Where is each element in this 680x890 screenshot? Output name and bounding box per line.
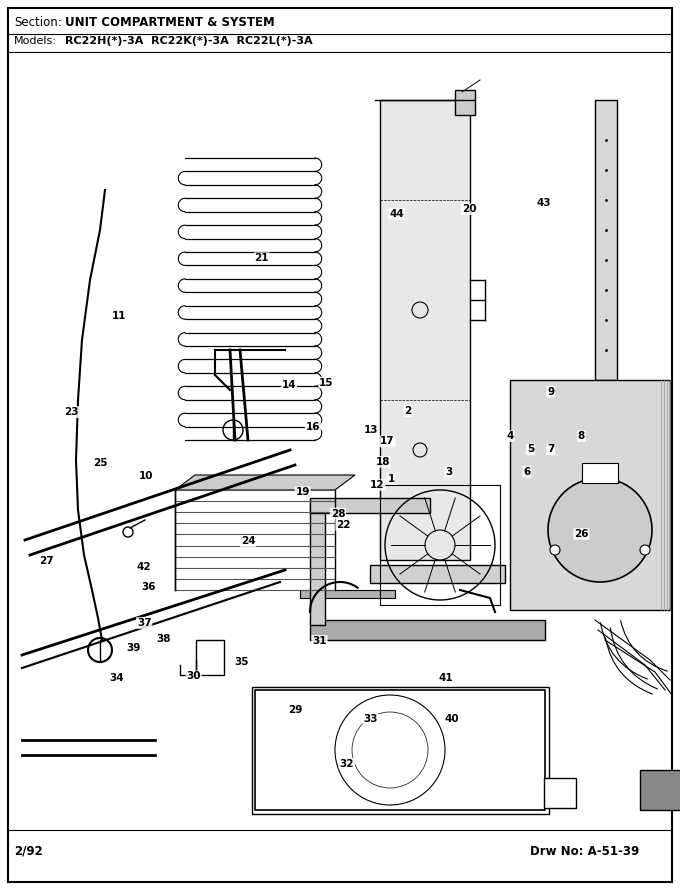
Text: 25: 25 [93, 457, 108, 468]
Bar [310, 500, 325, 625]
Text: 16: 16 [305, 422, 320, 433]
Text: Drw No: A-51-39: Drw No: A-51-39 [530, 845, 639, 858]
Text: Section:: Section: [14, 16, 62, 29]
Text: 18: 18 [375, 457, 390, 467]
Text: 43: 43 [537, 198, 551, 208]
Bar [255, 690, 545, 810]
Text: 12: 12 [370, 480, 385, 490]
Bar [196, 640, 224, 675]
Text: 1: 1 [388, 473, 394, 484]
Text: 39: 39 [126, 643, 141, 653]
Text: 8: 8 [578, 431, 585, 441]
Bar [310, 620, 545, 640]
Text: 42: 42 [137, 562, 152, 572]
Circle shape [548, 478, 652, 582]
Bar [595, 100, 617, 380]
Text: 2: 2 [405, 406, 411, 417]
Text: 19: 19 [295, 487, 310, 498]
Text: 4: 4 [507, 431, 513, 441]
Text: 28: 28 [330, 508, 345, 519]
Text: 23: 23 [64, 407, 79, 417]
Text: Models:: Models: [14, 36, 57, 46]
Text: 2/92: 2/92 [14, 845, 43, 858]
Bar [544, 778, 576, 808]
Polygon shape [175, 475, 355, 490]
Bar [582, 463, 618, 483]
Circle shape [640, 545, 650, 555]
Text: 17: 17 [380, 436, 395, 447]
Text: RC22H(*)-3A  RC22K(*)-3A  RC22L(*)-3A: RC22H(*)-3A RC22K(*)-3A RC22L(*)-3A [65, 36, 313, 46]
Text: 14: 14 [282, 380, 296, 391]
Text: UNIT COMPARTMENT & SYSTEM: UNIT COMPARTMENT & SYSTEM [65, 16, 275, 29]
Text: 27: 27 [39, 555, 54, 566]
Text: 6: 6 [524, 466, 530, 477]
Bar [510, 380, 670, 610]
Text: 29: 29 [288, 705, 303, 716]
Text: 9: 9 [547, 386, 554, 397]
Circle shape [550, 545, 560, 555]
Text: 15: 15 [319, 377, 334, 388]
Bar [455, 90, 475, 115]
Bar [310, 498, 430, 513]
Text: 26: 26 [574, 529, 589, 539]
Bar [300, 590, 395, 598]
Text: 37: 37 [137, 618, 152, 628]
Bar [380, 485, 500, 605]
Text: 13: 13 [363, 425, 378, 435]
Text: 30: 30 [186, 671, 201, 682]
Bar [640, 770, 680, 810]
Text: 21: 21 [254, 253, 269, 263]
Text: 32: 32 [339, 758, 354, 769]
Text: 24: 24 [241, 536, 256, 546]
Bar [380, 100, 470, 560]
Text: 10: 10 [139, 471, 154, 481]
Text: 20: 20 [462, 204, 477, 214]
Bar [252, 687, 549, 814]
Text: 36: 36 [141, 582, 156, 593]
Text: 34: 34 [109, 673, 124, 684]
Text: 3: 3 [445, 466, 452, 477]
Text: 35: 35 [234, 657, 249, 668]
Text: 41: 41 [438, 673, 453, 684]
Bar [370, 565, 505, 583]
Text: 7: 7 [547, 444, 554, 455]
Text: 22: 22 [336, 520, 351, 530]
Text: 33: 33 [363, 714, 378, 724]
Text: 38: 38 [156, 634, 171, 644]
Text: 31: 31 [312, 635, 327, 646]
Text: 11: 11 [112, 311, 126, 321]
Text: 40: 40 [445, 714, 460, 724]
Text: 44: 44 [389, 208, 404, 219]
Text: 5: 5 [527, 444, 534, 455]
